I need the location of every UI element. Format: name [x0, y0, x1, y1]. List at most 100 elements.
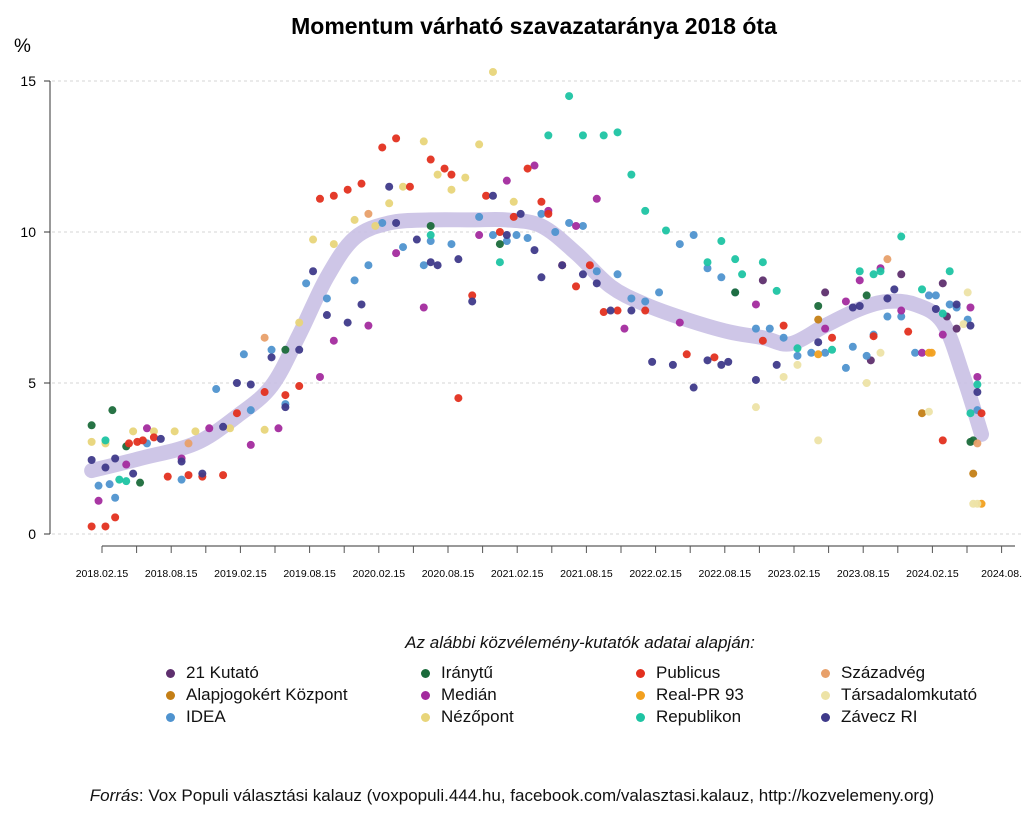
- data-point: [219, 471, 228, 480]
- data-point: [862, 291, 871, 300]
- data-point: [724, 357, 733, 366]
- data-point: [613, 306, 622, 315]
- data-point: [918, 285, 927, 294]
- data-point: [101, 463, 110, 472]
- data-point: [862, 379, 871, 387]
- data-point: [682, 350, 691, 359]
- data-point: [751, 403, 760, 412]
- data-point: [419, 303, 428, 312]
- data-point: [177, 475, 186, 484]
- data-point: [260, 333, 269, 342]
- data-point: [897, 270, 906, 279]
- data-point: [848, 303, 857, 312]
- data-point: [129, 427, 138, 436]
- data-point: [814, 436, 823, 445]
- legend-label: Társadalomkutató: [841, 685, 978, 704]
- data-point: [468, 297, 477, 306]
- data-point: [87, 437, 96, 446]
- y-axis-label: %: [14, 36, 31, 57]
- series-ir-ny-t-: [87, 221, 978, 487]
- data-point: [281, 391, 290, 400]
- data-point: [855, 276, 864, 285]
- data-point: [717, 237, 726, 246]
- data-point: [315, 194, 324, 203]
- data-point: [392, 218, 401, 227]
- data-point: [876, 348, 885, 357]
- data-point: [689, 383, 698, 392]
- data-point: [129, 469, 138, 478]
- data-point: [551, 228, 560, 236]
- data-point: [738, 270, 747, 279]
- data-point: [267, 345, 276, 354]
- data-point: [232, 409, 241, 418]
- data-point: [890, 285, 899, 294]
- data-point: [239, 350, 248, 359]
- data-point: [267, 353, 276, 362]
- data-point: [122, 460, 131, 469]
- data-point: [281, 403, 290, 412]
- data-point: [620, 324, 629, 333]
- data-point: [246, 440, 255, 449]
- data-point: [966, 303, 975, 312]
- legend-label: Republikon: [656, 707, 742, 726]
- data-point: [927, 348, 936, 357]
- x-tick-label: 2024.08.: [981, 568, 1022, 580]
- data-point: [689, 231, 698, 240]
- data-point: [433, 170, 442, 179]
- data-point: [495, 228, 504, 236]
- data-point: [558, 261, 567, 270]
- x-tick-label: 2023.02.15: [768, 568, 821, 580]
- data-point: [488, 67, 497, 76]
- legend-label: Századvég: [841, 663, 926, 682]
- data-point: [855, 301, 864, 310]
- data-point: [973, 380, 982, 389]
- data-point: [350, 276, 359, 285]
- data-point: [260, 388, 269, 397]
- data-point: [205, 424, 214, 433]
- data-point: [897, 312, 906, 321]
- data-point: [959, 320, 968, 329]
- data-point: [488, 231, 497, 240]
- data-point: [94, 496, 103, 505]
- data-point: [751, 375, 760, 384]
- data-point: [315, 372, 324, 381]
- data-point: [578, 221, 587, 230]
- series-21-kutat-: [758, 270, 961, 365]
- legend-marker: [636, 712, 645, 722]
- legend-label: Iránytű: [441, 663, 493, 682]
- data-point: [385, 182, 394, 191]
- data-point: [105, 480, 114, 489]
- data-point: [184, 439, 193, 448]
- data-point: [966, 321, 975, 330]
- legend-item: 21 Kutató: [166, 663, 259, 683]
- data-point: [973, 372, 982, 381]
- data-point: [101, 436, 110, 445]
- data-point: [177, 457, 186, 466]
- data-point: [433, 261, 442, 270]
- trend-line-group: [84, 211, 990, 479]
- data-point: [523, 164, 532, 173]
- trend-line: [84, 211, 990, 479]
- data-point: [931, 291, 940, 300]
- data-point: [350, 215, 359, 224]
- source-label: Forrás: [89, 786, 139, 805]
- data-point: [848, 342, 857, 351]
- data-point: [322, 311, 331, 320]
- data-point: [751, 300, 760, 309]
- legend-item: Alapjogokért Központ: [166, 685, 348, 705]
- data-point: [108, 406, 117, 415]
- source-text: : Vox Populi választási kalauz (voxpopul…: [138, 786, 935, 805]
- x-tick-label: 2020.08.15: [422, 568, 475, 580]
- data-point: [488, 191, 497, 200]
- series-republikon: [101, 92, 982, 486]
- data-point: [385, 199, 394, 208]
- data-point: [855, 267, 864, 276]
- series-n-z-pont: [87, 67, 518, 448]
- legend-item: Real-PR 93: [636, 685, 744, 705]
- data-point: [779, 372, 788, 381]
- source-note: Forrás: Vox Populi választási kalauz (vo…: [0, 786, 1024, 806]
- data-point: [876, 267, 885, 276]
- data-point: [329, 191, 338, 200]
- series-alapjogok-rt-k-zpont: [814, 315, 978, 478]
- legend-marker: [421, 668, 430, 678]
